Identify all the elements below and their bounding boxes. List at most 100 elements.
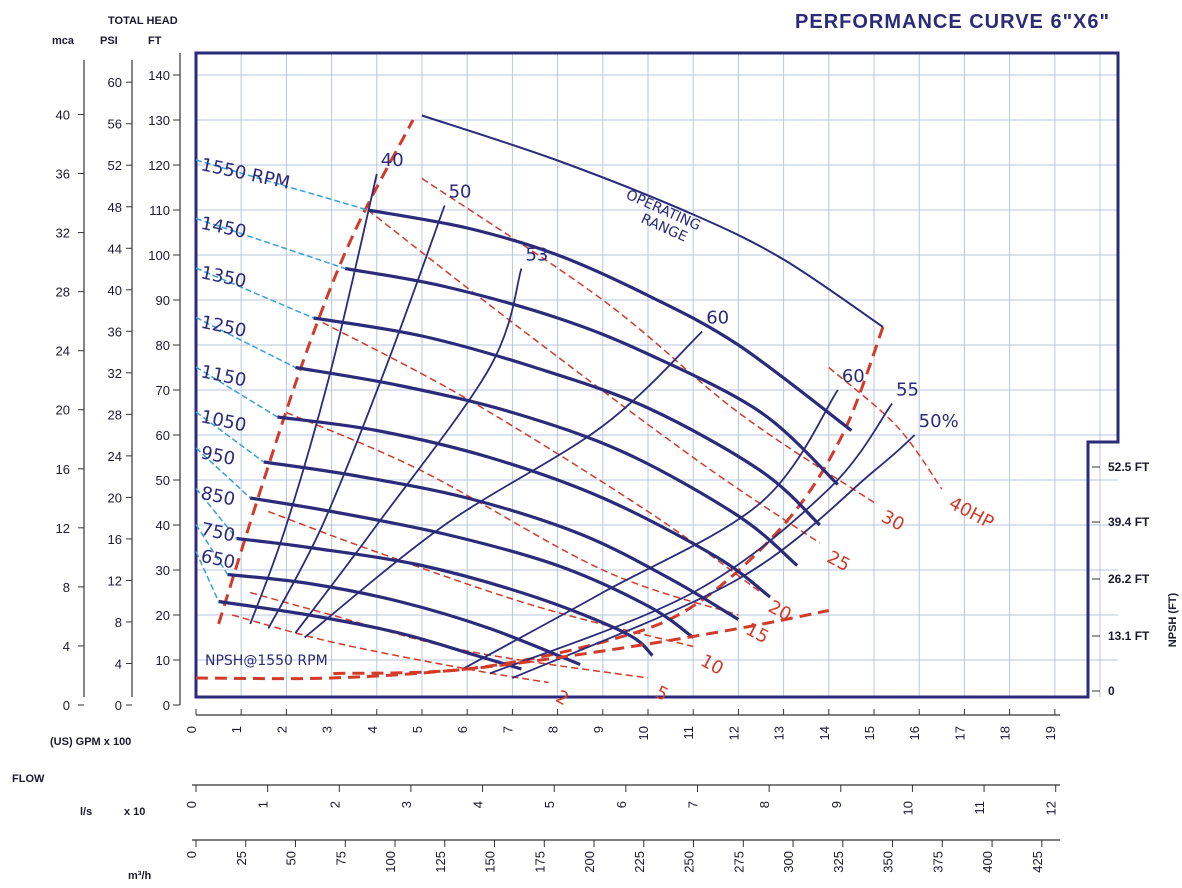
psi-tick-label: 4: [115, 656, 122, 671]
mca-tick-label: 8: [63, 580, 70, 595]
power-curve: [286, 411, 739, 616]
grid: [196, 53, 1118, 697]
npsh-tick-label: 0: [1108, 684, 1115, 698]
rpm-lead-line: [195, 524, 229, 575]
mca-tick-label: 36: [56, 167, 70, 182]
ft-tick-label: 10: [156, 653, 170, 668]
range-left-boundary: [217, 119, 415, 625]
plot-frame: [194, 51, 1120, 699]
rpm-lead-line: [195, 551, 220, 602]
ft-tick-label: 50: [156, 473, 170, 488]
m3h-tick-label: 50: [284, 851, 299, 865]
gpm-tick-label: 7: [500, 726, 515, 733]
m3h-tick-label: 275: [731, 851, 746, 873]
psi-tick-label: 60: [108, 75, 122, 90]
rpm-curve: [218, 599, 522, 671]
power-curve: [421, 177, 875, 504]
psi-tick-label: 20: [108, 490, 122, 505]
m3h-tick-label: 400: [980, 851, 995, 873]
rpm-curve: [227, 572, 581, 666]
ls-tick-label: 3: [399, 801, 414, 808]
m3h-tick-label: 325: [831, 851, 846, 873]
efficiency-curve: [249, 173, 378, 625]
ls-tick-label: 1: [256, 801, 271, 808]
psi-tick-label: 32: [108, 366, 122, 381]
rpm-curve: [295, 365, 799, 567]
rpm-lead-line: [195, 366, 278, 418]
psi-tick-label: 16: [108, 532, 122, 547]
efficiency-label: 50: [449, 182, 472, 203]
gpm-tick-label: 4: [365, 726, 380, 733]
mca-tick-label: 20: [56, 403, 70, 418]
ft-tick-label: 80: [156, 338, 170, 353]
rpm-curve: [367, 208, 853, 432]
m3h-tick-label: 300: [781, 851, 796, 873]
psi-tick-label: 0: [115, 698, 122, 713]
m3h-tick-label: 250: [682, 851, 697, 873]
efficiency-label: 60: [706, 308, 729, 329]
rpm-lead-line: [195, 447, 251, 499]
gpm-tick-label: 16: [907, 726, 922, 740]
psi-tick-label: 8: [115, 615, 122, 630]
psi-tick-label: 28: [108, 407, 122, 422]
efficiency-curve: [512, 434, 916, 679]
ls-tick-label: 11: [972, 801, 987, 815]
power-curve-label: 5: [652, 682, 672, 706]
m3h-tick-label: 25: [234, 851, 249, 865]
rpm-curve: [277, 415, 771, 599]
head-axis-title: TOTAL HEAD: [108, 15, 178, 27]
psi-tick-label: 44: [108, 241, 122, 256]
ls-tick-label: 7: [685, 801, 700, 808]
ft-tick-label: 0: [163, 698, 170, 713]
npsh-curve: [195, 609, 830, 681]
efficiency-label: 55: [896, 380, 919, 401]
psi-tick-label: 48: [108, 200, 122, 215]
mca-tick-label: 24: [56, 344, 70, 359]
ft-tick-label: 90: [156, 293, 170, 308]
power-curve: [322, 321, 762, 594]
ft-tick-label: 30: [156, 563, 170, 578]
ls-tick-label: 6: [614, 801, 629, 808]
npsh-line: [195, 609, 830, 681]
efficiency-curve: [489, 402, 893, 675]
psi-tick-label: 36: [108, 324, 122, 339]
gpm-tick-label: 3: [320, 726, 335, 733]
gpm-tick-label: 14: [817, 726, 832, 740]
rpm-lead-line: [195, 159, 368, 211]
gpm-tick-label: 5: [410, 726, 425, 733]
power-curve-label: 40HP: [945, 493, 997, 534]
ft-tick-label: 60: [156, 428, 170, 443]
ft-tick-label: 110: [149, 203, 170, 218]
plot-border: [194, 51, 1120, 699]
m3h-tick-label: 100: [383, 851, 398, 873]
gpm-axis-label: (US) GPM x 100: [50, 736, 131, 748]
npsh-tick-label: 39.4 FT: [1108, 515, 1150, 529]
rpm-curve: [344, 266, 839, 486]
rpm-lead-line: [195, 316, 296, 369]
m3h-axis-label: m³/h: [128, 870, 152, 882]
psi-tick-label: 52: [108, 158, 122, 173]
psi-tick-label: 40: [108, 283, 122, 298]
mca-tick-label: 32: [56, 226, 70, 241]
mca-tick-label: 16: [56, 462, 70, 477]
m3h-tick-label: 150: [483, 851, 498, 873]
efficiency-curve: [462, 389, 839, 670]
ls-tick-label: 9: [829, 801, 844, 808]
gpm-tick-label: 19: [1043, 726, 1058, 740]
head-unit-psi: PSI: [100, 35, 118, 47]
gpm-tick-label: 17: [952, 726, 967, 740]
rpm-lead-line: [195, 411, 265, 463]
ft-tick-label: 70: [156, 383, 170, 398]
ls-tick-label: 2: [327, 801, 342, 808]
npsh-tick-label: 52.5 FT: [1108, 460, 1150, 474]
power-curve-label: 25: [823, 547, 853, 576]
npsh-curve-label: NPSH@1550 RPM: [205, 653, 328, 669]
efficiency-label: 50%: [919, 411, 959, 432]
ls-axis-label: l/s: [80, 806, 92, 818]
ls-multiplier: x 10: [124, 806, 145, 818]
power-curve-label: 30: [878, 506, 908, 535]
gpm-tick-label: 0: [184, 726, 199, 733]
